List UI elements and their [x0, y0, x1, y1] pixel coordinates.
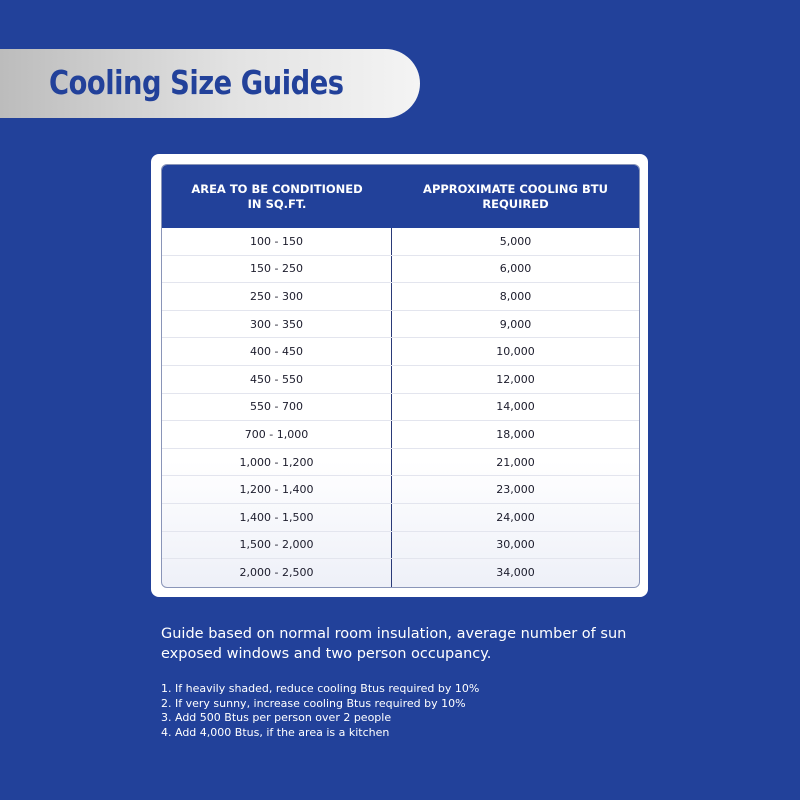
header-line: IN SQ.FT. — [247, 196, 307, 211]
area-cell: 1,400 - 1,500 — [162, 503, 392, 531]
btu-cell: 21,000 — [496, 455, 535, 469]
area-cell: 300 - 350 — [162, 310, 392, 338]
header-line: REQUIRED — [482, 196, 549, 211]
btu-cell: 5,000 — [499, 234, 532, 248]
btu-cell: 18,000 — [496, 427, 535, 441]
btu-cell: 9,000 — [499, 317, 532, 331]
adjustment-item: 2. If very sunny, increase cooling Btus … — [161, 696, 466, 710]
btu-cell: 30,000 — [496, 538, 535, 552]
area-cell: 550 - 700 — [162, 393, 392, 421]
table-row: 150 - 250 6,000 — [162, 255, 639, 284]
column-header-btu: APPROXIMATE COOLING BTU REQUIRED — [392, 165, 639, 228]
area-cell: 2,000 - 2,500 — [162, 559, 392, 587]
adjustment-list: 1. If heavily shaded, reduce cooling Btu… — [161, 682, 479, 740]
header-line: AREA TO BE CONDITIONED — [191, 181, 363, 196]
btu-cell: 24,000 — [496, 510, 535, 524]
btu-cell: 34,000 — [496, 566, 535, 580]
area-cell: 150 - 250 — [162, 255, 392, 283]
area-cell: 1,200 - 1,400 — [162, 476, 392, 503]
adjustment-item: 3. Add 500 Btus per person over 2 people — [161, 711, 392, 724]
area-cell: 400 - 450 — [162, 338, 392, 365]
adjustment-item: 4. Add 4,000 Btus, if the area is a kitc… — [161, 725, 390, 739]
btu-cell: 6,000 — [499, 262, 532, 276]
area-cell: 450 - 550 — [162, 365, 392, 393]
area-cell: 1,000 - 1,200 — [162, 448, 392, 476]
table-body: 100 - 150 5,000 150 - 250 6,000 250 - 300 8,0… — [162, 228, 639, 587]
area-cell: 100 - 150 — [162, 228, 392, 255]
table-row: 400 - 450 10,000 — [162, 338, 639, 366]
table-header: AREA TO BE CONDITIONED IN SQ.FT. APPROXIM… — [162, 165, 639, 228]
area-cell: 700 - 1,000 — [162, 421, 392, 448]
table-card: AREA TO BE CONDITIONED IN SQ.FT. APPROXIM… — [151, 154, 648, 597]
table-row: 100 - 150 5,000 — [162, 228, 639, 256]
area-cell: 250 - 300 — [162, 283, 392, 310]
adjustment-item: 1. If heavily shaded, reduce cooling Btu… — [161, 682, 480, 695]
cooling-size-table: AREA TO BE CONDITIONED IN SQ.FT. APPROXIM… — [161, 164, 640, 588]
column-header-area: AREA TO BE CONDITIONED IN SQ.FT. — [162, 165, 392, 228]
page-title: Cooling Size Guides — [49, 63, 344, 102]
guide-note: Guide based on normal room insulation, a… — [161, 626, 627, 662]
area-cell: 1,500 - 2,000 — [162, 531, 392, 559]
table-row: 2,000 - 2,500 34,000 — [162, 559, 639, 587]
table-row: 450 - 550 12,000 — [162, 365, 639, 394]
btu-cell: 10,000 — [496, 345, 535, 359]
btu-cell: 12,000 — [496, 372, 535, 386]
header-line: APPROXIMATE COOLING BTU — [423, 181, 608, 196]
table-row: 1,400 - 1,500 24,000 — [162, 503, 639, 532]
table-row: 1,200 - 1,400 23,000 — [162, 476, 639, 504]
btu-cell: 14,000 — [496, 400, 535, 414]
table-row: 1,000 - 1,200 21,000 — [162, 448, 639, 477]
table-row: 550 - 700 14,000 — [162, 393, 639, 422]
table-row: 1,500 - 2,000 30,000 — [162, 531, 639, 560]
btu-cell: 8,000 — [499, 289, 532, 303]
table-row: 300 - 350 9,000 — [162, 310, 639, 339]
btu-cell: 23,000 — [496, 483, 535, 497]
table-row: 250 - 300 8,000 — [162, 283, 639, 311]
table-row: 700 - 1,000 18,000 — [162, 421, 639, 449]
title-banner: Cooling Size Guides — [0, 49, 420, 118]
